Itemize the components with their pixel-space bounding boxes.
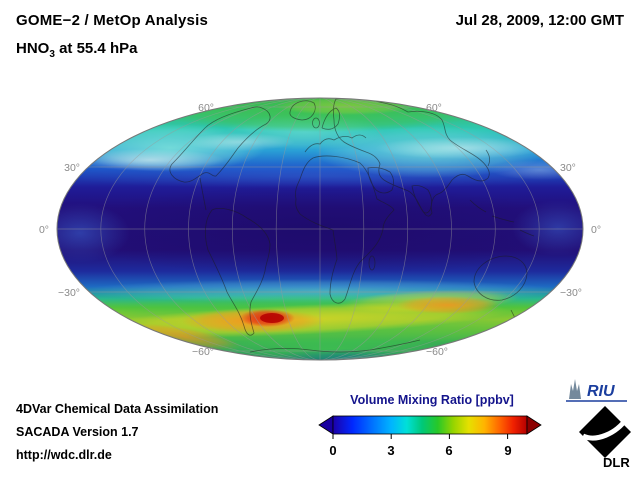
lat-label-left-0: 0° [39,224,49,236]
riu-logo-text: RIU [587,383,615,400]
colorbar-tick-6: 6 [445,443,453,458]
map-field [57,98,583,360]
colorbar-scale [318,415,542,439]
cathedral-icon [569,379,581,399]
lat-label-left-m30: −30° [58,287,80,299]
subtitle-level: at 55.4 hPa [54,40,138,57]
colorbar-title: Volume Mixing Ratio [ppbv] [350,393,514,407]
subtitle-subscript: 3 [49,49,55,60]
credit-line-3: http://wdc.dlr.de [16,448,112,462]
colorbar-tick-0: 0 [329,443,337,458]
colorbar-left-arrow [318,415,334,435]
dlr-logo: DLR [576,403,634,474]
credit-line-2: SACADA Version 1.7 [16,425,139,439]
dlr-logo-text: DLR [603,455,630,469]
dlr-logo-graphic: DLR [579,406,631,470]
subtitle-species: HNO [16,40,50,57]
lat-label-right-m60: −60° [426,346,448,358]
colorbar-tick-marks [332,434,509,439]
dlr-swoosh [581,416,630,441]
colorbar-tick-9: 9 [504,443,512,458]
map-outline [56,97,584,361]
colorbar-gradient-bar [332,415,528,435]
latitude-labels: 60° 60° 30° 30° 0° 0° −30° −30° −60° −60… [39,102,601,358]
lat-label-left-30: 30° [64,162,80,174]
page-subtitle: HNO3 at 55.4 hPa [16,40,137,60]
riu-logo: RIU [564,376,630,409]
lat-label-right-0: 0° [591,224,601,236]
colorbar-right-arrow [526,415,542,435]
riu-logo-graphic: RIU [566,379,627,402]
lat-label-left-60: 60° [198,102,214,114]
colorbar: Volume Mixing Ratio [ppbv] [318,393,546,463]
page-title: GOME−2 / MetOp Analysis [16,12,209,29]
lat-label-right-30: 30° [560,162,576,174]
coastlines [169,98,535,353]
credits-block: 4DVar Chemical Data Assimilation SACADA … [16,398,218,467]
lat-label-left-m60: −60° [192,346,214,358]
dlr-diamond-icon [579,406,631,458]
lat-label-right-60: 60° [426,102,442,114]
timestamp-label: Jul 28, 2009, 12:00 GMT [455,12,624,29]
credit-line-1: 4DVar Chemical Data Assimilation [16,402,219,416]
lat-label-right-m30: −30° [560,287,582,299]
colorbar-tick-3: 3 [387,443,395,458]
